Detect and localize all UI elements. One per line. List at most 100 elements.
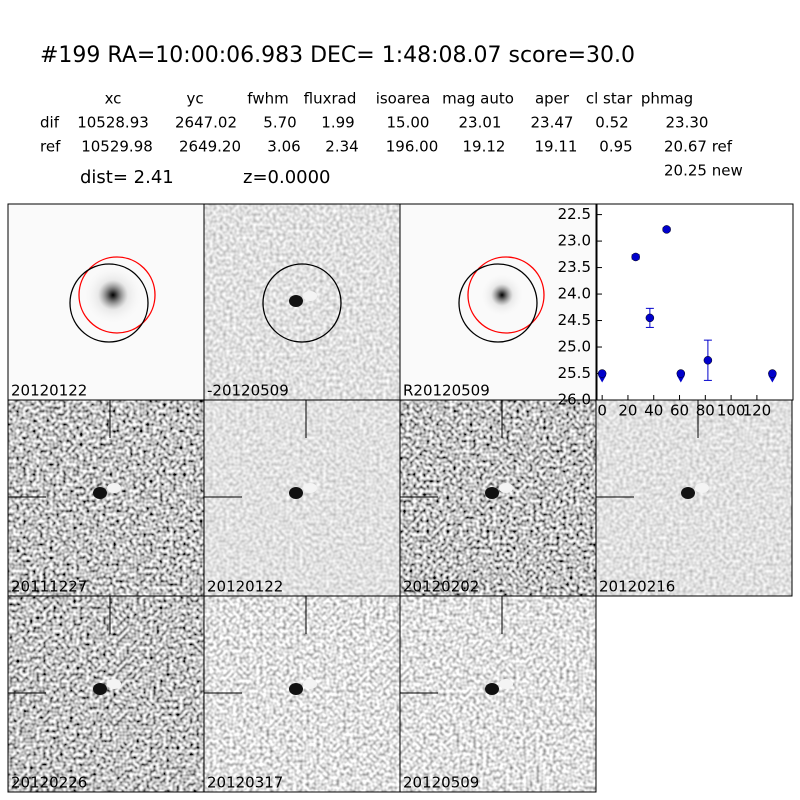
stamp-label: 20120202 [403,578,479,596]
y-tick-label: 24.5 [558,311,591,329]
row-label: dif [40,114,60,132]
column-header: xc [105,90,122,108]
black-circle [458,263,538,343]
dipole-neg [289,487,303,499]
dipole-neg [93,487,107,499]
dipole-pos [107,483,121,493]
column-header: mag auto [442,90,514,108]
column-header: cl star [586,90,633,108]
cell: 10528.93 [77,114,149,132]
stamp: 20111227 [7,399,205,597]
cell: 10529.98 [81,138,153,156]
y-tick-label: 23.0 [558,232,591,250]
stamp-bg [8,596,204,792]
title: #199 RA=10:00:06.983 DEC= 1:48:08.07 sco… [40,43,635,68]
redshift: z=0.0000 [243,167,331,188]
stamp: 20120122 [203,399,401,597]
point [768,369,777,378]
cell: 3.06 [267,138,300,156]
dipole-pos [303,483,317,493]
stamp-label: R20120509 [403,382,490,400]
stamp-bg [400,596,596,792]
y-tick-label: 26.0 [558,391,591,409]
stamp-label: 20111227 [11,578,87,596]
cell: 0.52 [595,114,628,132]
cell: 19.11 [535,138,578,156]
dipole-neg [289,683,303,695]
cell: 1.99 [321,114,354,132]
stamp-label: 20120509 [403,774,479,792]
column-header: fwhm [247,90,288,108]
plot-bg [596,203,794,401]
cell: 20.67 ref [664,138,733,156]
x-tick-label: 100 [717,402,746,420]
stamp: -20120509 [203,203,401,401]
point [597,369,607,378]
stamp-bg [204,400,400,596]
stamp: R20120509 [399,203,597,401]
dipole-pos [499,679,513,689]
black-circle [262,263,342,343]
stamp-bg [8,400,204,596]
dipole-pos [303,679,317,689]
stamp: 20120202 [399,399,597,597]
stamp: 20120509 [399,595,597,793]
cell: 19.12 [463,138,506,156]
x-tick-label: 120 [743,402,772,420]
stamp-label: 20120122 [207,578,283,596]
dist: dist= 2.41 [80,167,174,188]
dipole-pos [107,679,121,689]
cell: 2647.02 [175,114,237,132]
stamp-label: 20120122 [11,382,87,400]
point [676,369,686,378]
column-header: aper [535,90,570,108]
stamp: 20120317 [203,595,401,793]
y-tick-label: 22.5 [558,205,591,223]
y-tick-label: 25.5 [558,364,591,382]
cell: 0.95 [599,138,632,156]
cell: 196.00 [386,138,439,156]
cell: 23.47 [531,114,574,132]
point [662,225,671,234]
stamp-bg [400,400,596,596]
stamp: 20120122 [7,203,205,401]
x-tick-label: 20 [618,402,637,420]
point [631,252,640,262]
stamp: 20120226 [7,595,205,793]
source [480,273,524,317]
dipole-pos [499,483,513,493]
stamp: 20120216 [595,399,793,597]
dipole-neg [289,295,303,307]
source [83,265,143,325]
dipole-neg [485,487,499,499]
column-header: fluxrad [304,90,357,108]
x-tick-label: 80 [696,402,715,420]
x-tick-label: 60 [670,402,689,420]
cell: 2649.20 [179,138,241,156]
dipole-pos [695,483,709,493]
point [703,356,713,365]
black-circle [69,263,149,343]
dipole-neg [681,487,695,499]
point [645,313,655,323]
phmag-new: 20.25 new [664,162,743,180]
stamp-label: 20120216 [599,578,675,596]
y-tick-label: 25.0 [558,338,591,356]
stamp-bg [204,596,400,792]
stamp-label: 20120317 [207,774,283,792]
cell: 5.70 [263,114,296,132]
y-tick-label: 24.0 [558,285,591,303]
cell: 2.34 [325,138,358,156]
dipole-neg [93,683,107,695]
stamp-bg [596,400,792,596]
red-circle [78,256,156,334]
cell: 23.30 [666,114,709,132]
red-circle [467,256,545,334]
x-tick-label: 0 [597,402,607,420]
stamp-label: -20120509 [207,382,289,400]
dipole-pos [303,291,317,301]
cell: 23.01 [459,114,502,132]
stamp-frame [399,595,597,793]
